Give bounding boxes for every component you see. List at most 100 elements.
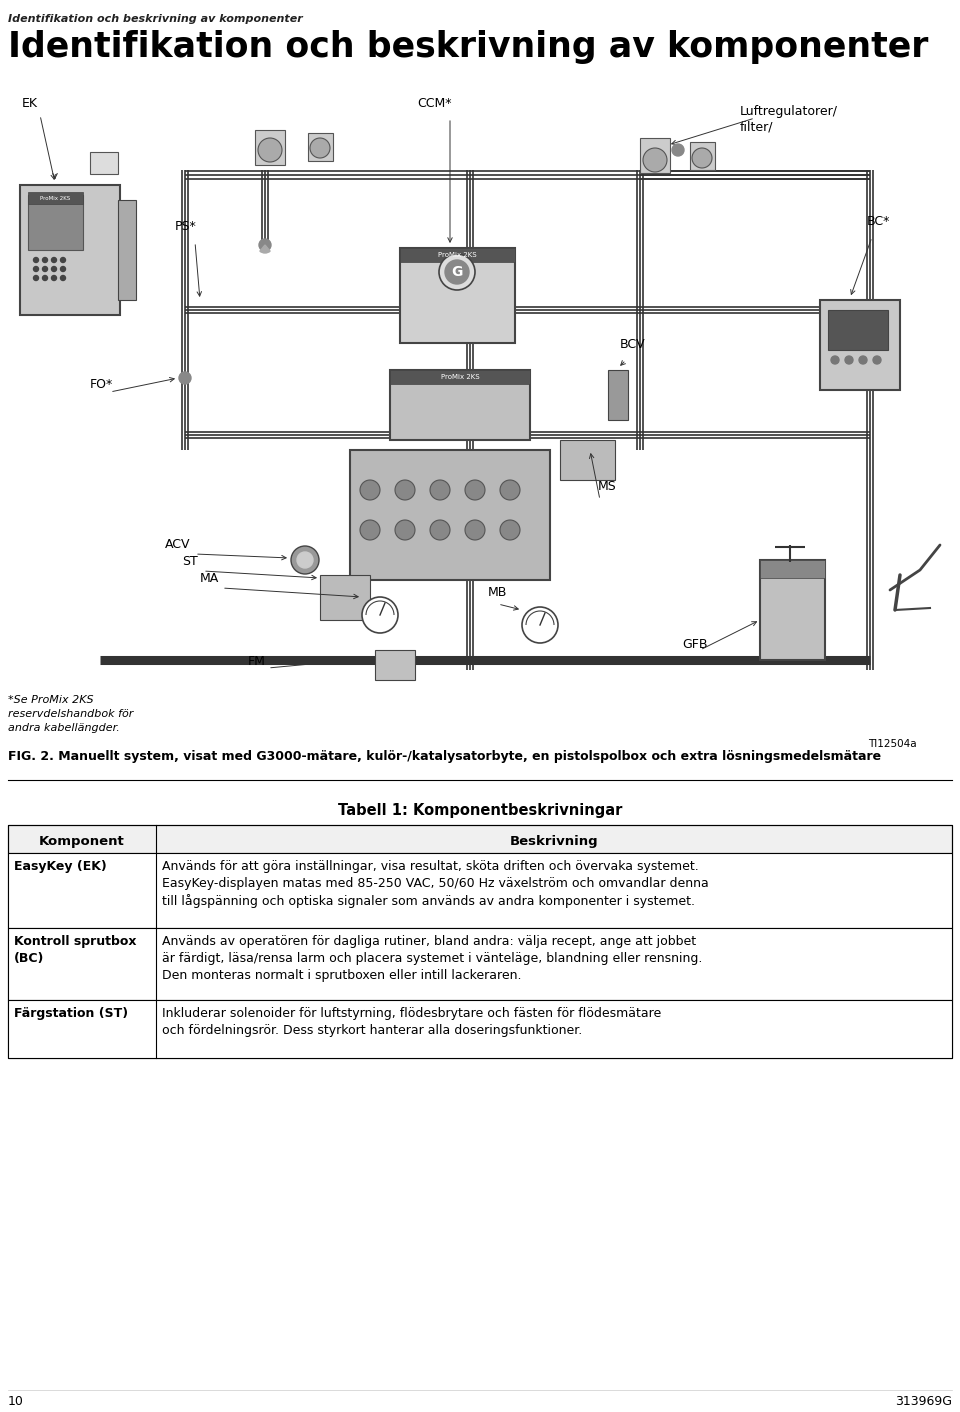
Text: FM: FM [248, 655, 266, 668]
Circle shape [692, 148, 712, 168]
Text: FO*: FO* [90, 378, 113, 391]
Bar [308, 133, 333, 161]
Bar [760, 561, 825, 659]
Circle shape [34, 257, 38, 263]
Circle shape [362, 597, 398, 633]
Text: EasyKey (EK): EasyKey (EK) [14, 860, 107, 873]
Bar [8, 825, 952, 853]
Text: 313969G: 313969G [895, 1395, 952, 1408]
Circle shape [42, 275, 47, 281]
Text: GFB: GFB [682, 638, 708, 651]
Text: Luftregulatorer/
filter/: Luftregulatorer/ filter/ [740, 104, 838, 133]
Circle shape [34, 275, 38, 281]
Circle shape [430, 480, 450, 500]
Bar [8, 825, 952, 1058]
Circle shape [42, 257, 47, 263]
Circle shape [873, 356, 881, 364]
Bar [690, 143, 715, 169]
Circle shape [430, 520, 450, 539]
Text: Identifikation och beskrivning av komponenter: Identifikation och beskrivning av kompon… [8, 30, 928, 64]
Bar [400, 249, 515, 343]
Circle shape [360, 520, 380, 539]
Circle shape [60, 275, 65, 281]
Circle shape [34, 267, 38, 271]
Bar [90, 152, 118, 174]
Text: *Se ProMix 2KS
reservdelshandbok för
andra kabellängder.: *Se ProMix 2KS reservdelshandbok för and… [8, 695, 133, 733]
Bar [320, 575, 370, 620]
Bar [28, 195, 83, 250]
Circle shape [52, 275, 57, 281]
Text: BCV: BCV [620, 337, 646, 352]
Text: Komponent: Komponent [39, 834, 125, 847]
Circle shape [297, 552, 313, 568]
Bar [560, 441, 615, 480]
Text: G: G [451, 265, 463, 280]
Text: ST: ST [182, 555, 198, 568]
Bar [255, 130, 285, 165]
Text: Används för att göra inställningar, visa resultat, sköta driften och övervaka sy: Används för att göra inställningar, visa… [162, 860, 708, 908]
Text: Beskrivning: Beskrivning [510, 834, 598, 847]
Text: FIG. 2. Manuellt system, visat med G3000-mätare, kulör-/katalysatorbyte, en pist: FIG. 2. Manuellt system, visat med G3000… [8, 750, 881, 762]
Text: ProMix 2KS: ProMix 2KS [438, 251, 476, 258]
Circle shape [259, 239, 271, 251]
Circle shape [360, 480, 380, 500]
Text: Tabell 1: Komponentbeskrivningar: Tabell 1: Komponentbeskrivningar [338, 803, 622, 818]
Text: PS*: PS* [175, 220, 197, 233]
Text: Används av operatören för dagliga rutiner, bland andra: välja recept, ange att j: Används av operatören för dagliga rutine… [162, 935, 703, 981]
Circle shape [42, 267, 47, 271]
Circle shape [465, 520, 485, 539]
Circle shape [60, 257, 65, 263]
Bar [28, 192, 83, 203]
Bar [118, 201, 136, 299]
Text: Inkluderar solenoider för luftstyrning, flödesbrytare och fästen för flödesmätar: Inkluderar solenoider för luftstyrning, … [162, 1007, 661, 1036]
Text: Kontroll sprutbox
(BC): Kontroll sprutbox (BC) [14, 935, 136, 964]
Text: 10: 10 [8, 1395, 24, 1408]
Text: EK: EK [22, 97, 38, 110]
Bar [820, 299, 900, 390]
Text: CCM*: CCM* [418, 97, 452, 110]
Bar [350, 450, 550, 580]
Circle shape [310, 138, 330, 158]
Text: MB: MB [488, 586, 508, 599]
Circle shape [465, 480, 485, 500]
Circle shape [291, 546, 319, 575]
Text: MS: MS [598, 480, 616, 493]
Bar [8, 1000, 952, 1058]
Circle shape [445, 260, 469, 284]
Circle shape [522, 607, 558, 642]
Circle shape [831, 356, 839, 364]
Text: ProMix 2KS: ProMix 2KS [441, 374, 479, 380]
Circle shape [672, 144, 684, 155]
Text: Färgstation (ST): Färgstation (ST) [14, 1007, 128, 1019]
Bar [400, 249, 515, 263]
Circle shape [500, 520, 520, 539]
Wedge shape [260, 246, 270, 253]
Bar [828, 311, 888, 350]
Circle shape [395, 520, 415, 539]
Circle shape [179, 371, 191, 384]
Text: MA: MA [200, 572, 219, 585]
Bar [8, 853, 952, 928]
Bar [390, 370, 530, 384]
Text: ProMix 2KS: ProMix 2KS [40, 195, 70, 201]
Bar [375, 650, 415, 681]
Circle shape [500, 480, 520, 500]
Circle shape [258, 138, 282, 162]
Text: BC*: BC* [867, 215, 890, 227]
Circle shape [52, 267, 57, 271]
Circle shape [845, 356, 853, 364]
Bar [8, 928, 952, 1000]
Text: TI12504a: TI12504a [868, 738, 917, 748]
Bar [608, 370, 628, 419]
Circle shape [60, 267, 65, 271]
Text: ACV: ACV [165, 538, 190, 551]
Bar [20, 185, 120, 315]
Circle shape [52, 257, 57, 263]
Circle shape [395, 480, 415, 500]
Circle shape [439, 254, 475, 289]
Circle shape [859, 356, 867, 364]
Circle shape [643, 148, 667, 172]
Bar [640, 138, 670, 174]
Text: Identifikation och beskrivning av komponenter: Identifikation och beskrivning av kompon… [8, 14, 302, 24]
Bar [760, 561, 825, 578]
